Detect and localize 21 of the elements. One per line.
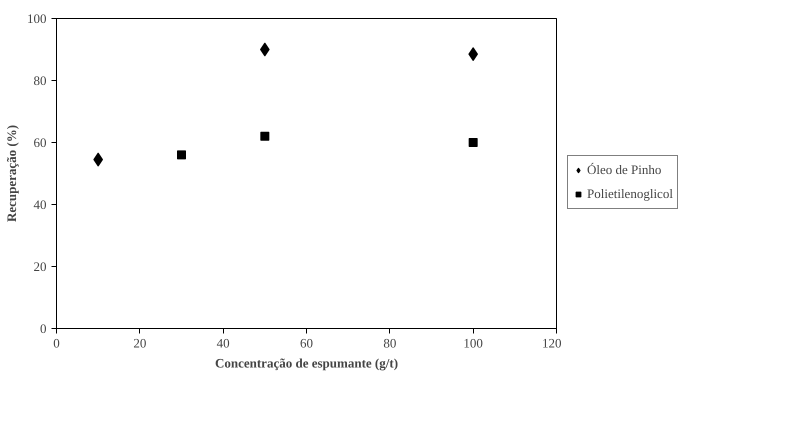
x-tick-label: 20 (133, 336, 146, 350)
y-axis-title: Recuperação (%) (4, 124, 19, 222)
legend-label: Óleo de Pinho (587, 162, 662, 178)
x-tick-label: 100 (463, 336, 483, 350)
y-tick-label: 100 (27, 11, 46, 26)
x-tick-label: 60 (300, 336, 313, 350)
point (260, 132, 270, 141)
x-tick-label: 40 (216, 336, 230, 350)
x-tick-label: 120 (542, 336, 562, 350)
legend-label: Polietilenoglicol (587, 186, 673, 202)
point (260, 42, 270, 56)
x-tick-label: 0 (53, 336, 60, 350)
y-tick-label: 60 (34, 135, 46, 150)
x-tick-label: 80 (383, 336, 396, 350)
point (177, 150, 186, 160)
point (468, 138, 478, 147)
y-tick-label: 0 (40, 321, 46, 336)
y-tick-label: 40 (34, 197, 46, 212)
x-axis-title: Concentração de espumante (g/t) (214, 356, 398, 370)
y-tick-label: 20 (34, 259, 46, 274)
y-tick-label: 80 (34, 73, 46, 88)
